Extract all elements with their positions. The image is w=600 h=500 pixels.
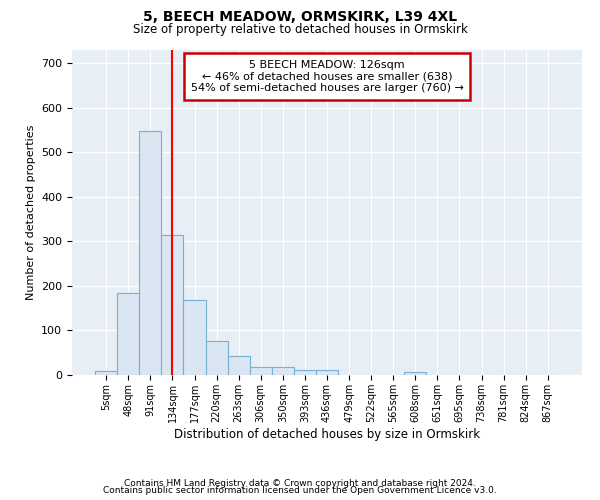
Bar: [294, 370, 316, 375]
Bar: [316, 370, 338, 375]
Bar: [272, 367, 294, 375]
Bar: [250, 367, 272, 375]
X-axis label: Distribution of detached houses by size in Ormskirk: Distribution of detached houses by size …: [174, 428, 480, 440]
Bar: [227, 356, 250, 375]
Bar: [161, 235, 184, 375]
Text: 5, BEECH MEADOW, ORMSKIRK, L39 4XL: 5, BEECH MEADOW, ORMSKIRK, L39 4XL: [143, 10, 457, 24]
Bar: [117, 292, 139, 375]
Bar: [184, 300, 206, 375]
Text: Contains HM Land Registry data © Crown copyright and database right 2024.: Contains HM Land Registry data © Crown c…: [124, 478, 476, 488]
Y-axis label: Number of detached properties: Number of detached properties: [26, 125, 35, 300]
Bar: [206, 340, 227, 375]
Bar: [404, 372, 427, 375]
Bar: [139, 131, 161, 375]
Bar: [95, 372, 117, 375]
Text: Size of property relative to detached houses in Ormskirk: Size of property relative to detached ho…: [133, 22, 467, 36]
Text: Contains public sector information licensed under the Open Government Licence v3: Contains public sector information licen…: [103, 486, 497, 495]
Text: 5 BEECH MEADOW: 126sqm
← 46% of detached houses are smaller (638)
54% of semi-de: 5 BEECH MEADOW: 126sqm ← 46% of detached…: [191, 60, 463, 93]
